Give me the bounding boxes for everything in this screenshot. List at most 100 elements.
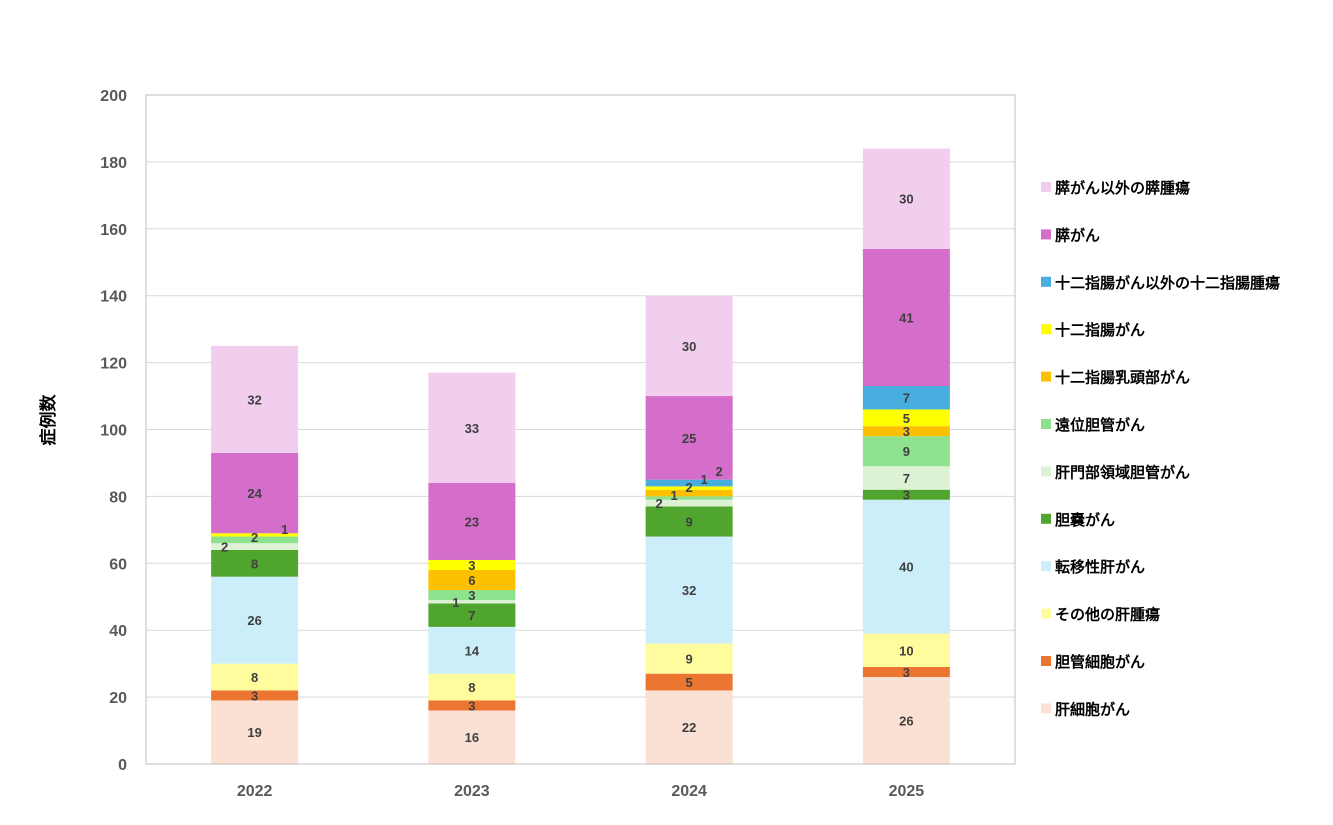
bar-segment bbox=[645, 643, 733, 674]
legend-label: 十二指腸がん以外の十二指腸腫瘍 bbox=[1055, 274, 1280, 292]
legend-swatch bbox=[1041, 513, 1051, 524]
bar-segment bbox=[862, 466, 950, 490]
legend-swatch bbox=[1041, 324, 1051, 335]
bar-segment bbox=[862, 666, 950, 678]
data-label: 25 bbox=[682, 431, 696, 446]
bar-segment bbox=[428, 673, 516, 701]
bar-segment bbox=[211, 543, 299, 550]
y-tick-label: 20 bbox=[109, 690, 127, 707]
bar-segment bbox=[428, 483, 516, 560]
bar-segment bbox=[645, 496, 733, 500]
data-label: 1 bbox=[701, 472, 708, 487]
x-tick-label: 2022 bbox=[237, 783, 273, 800]
legend-label: 肝門部領域胆管がん bbox=[1055, 463, 1190, 481]
y-tick-label: 140 bbox=[100, 289, 127, 306]
y-tick-label: 120 bbox=[100, 356, 127, 373]
data-label: 8 bbox=[251, 556, 258, 571]
legend-label: 膵がん以外の膵腫瘍 bbox=[1055, 179, 1190, 197]
data-label: 2 bbox=[251, 530, 258, 545]
bar-segment bbox=[645, 506, 733, 537]
x-tick-label: 2023 bbox=[454, 783, 490, 800]
data-label: 7 bbox=[903, 471, 910, 486]
legend-swatch bbox=[1041, 703, 1051, 714]
data-label: 5 bbox=[903, 411, 910, 426]
plot-frame bbox=[145, 94, 1016, 765]
legend-label: 十二指腸乳頭部がん bbox=[1055, 369, 1190, 387]
legend-label: その他の肝腫瘍 bbox=[1055, 606, 1160, 624]
bar-segment bbox=[862, 409, 950, 427]
data-label: 1 bbox=[452, 595, 459, 610]
data-label: 8 bbox=[468, 680, 475, 695]
y-tick-label: 80 bbox=[109, 489, 127, 506]
bar-segment bbox=[862, 248, 950, 387]
legend-item: 膵がん以外の膵腫瘍 bbox=[1041, 179, 1190, 197]
legend-swatch bbox=[1041, 608, 1051, 619]
legend-label: 膵がん bbox=[1055, 226, 1100, 244]
data-label: 14 bbox=[465, 643, 480, 658]
data-label: 3 bbox=[468, 558, 475, 573]
data-label: 16 bbox=[465, 730, 479, 745]
data-label: 8 bbox=[251, 670, 258, 685]
bar-segment bbox=[645, 295, 733, 397]
bar-segment bbox=[428, 559, 516, 570]
data-label: 9 bbox=[686, 514, 693, 529]
bar-segment bbox=[645, 499, 733, 507]
data-label: 9 bbox=[903, 444, 910, 459]
bar-segment bbox=[862, 489, 950, 500]
data-label: 6 bbox=[468, 573, 475, 588]
legend-swatch bbox=[1041, 276, 1051, 287]
legend-swatch bbox=[1041, 561, 1051, 572]
data-label: 19 bbox=[247, 725, 261, 740]
bar-segment bbox=[211, 452, 299, 534]
legend-item: 遠位胆管がん bbox=[1041, 416, 1145, 434]
bar-segment bbox=[862, 633, 950, 667]
bar-segment bbox=[428, 603, 516, 627]
bar-segment bbox=[428, 710, 516, 764]
legend-swatch bbox=[1041, 656, 1051, 666]
data-label: 2 bbox=[686, 480, 693, 495]
data-label: 2 bbox=[716, 464, 723, 479]
data-label: 24 bbox=[247, 486, 262, 501]
bar-segment bbox=[211, 576, 299, 664]
data-label: 3 bbox=[468, 698, 475, 713]
legend-swatch bbox=[1041, 371, 1051, 382]
data-label: 22 bbox=[682, 720, 696, 735]
bar-segment bbox=[211, 536, 299, 544]
data-label: 32 bbox=[682, 583, 696, 598]
legend-item: 十二指腸がん以外の十二指腸腫瘍 bbox=[1041, 274, 1280, 292]
data-label: 5 bbox=[686, 675, 693, 690]
bar-segment bbox=[645, 396, 733, 480]
legend-label: 肝細胞がん bbox=[1055, 700, 1130, 718]
data-label: 40 bbox=[899, 560, 913, 575]
y-tick-label: 40 bbox=[109, 623, 127, 640]
legend-swatch bbox=[1041, 182, 1051, 192]
data-label: 3 bbox=[468, 588, 475, 603]
legend-item: 十二指腸乳頭部がん bbox=[1041, 369, 1190, 387]
data-label: 1 bbox=[281, 522, 288, 537]
bar-segment bbox=[645, 536, 733, 644]
bar-segment bbox=[428, 700, 516, 711]
data-label: 2 bbox=[656, 496, 663, 511]
bar-segment bbox=[645, 486, 733, 490]
bar-segment bbox=[645, 479, 733, 487]
data-label: 3 bbox=[903, 424, 910, 439]
data-label: 30 bbox=[899, 192, 913, 207]
legend-item: 十二指腸がん bbox=[1041, 321, 1145, 339]
x-axis-ticks: 2022 2023 2024 2025 bbox=[237, 783, 924, 800]
bar-segment bbox=[428, 626, 516, 674]
bar-segment bbox=[862, 436, 950, 467]
bar-segment bbox=[428, 569, 516, 591]
data-label: 30 bbox=[682, 339, 696, 354]
data-label: 2 bbox=[221, 540, 228, 555]
data-label: 3 bbox=[903, 665, 910, 680]
bar-segment bbox=[211, 690, 299, 701]
bar-segment bbox=[862, 148, 950, 249]
legend-item: 胆管細胞がん bbox=[1041, 653, 1145, 671]
data-label: 41 bbox=[899, 310, 913, 325]
data-label: 7 bbox=[903, 391, 910, 406]
legend-item: 肝門部領域胆管がん bbox=[1041, 463, 1190, 481]
data-label: 7 bbox=[468, 608, 475, 623]
y-tick-label: 180 bbox=[100, 155, 127, 172]
